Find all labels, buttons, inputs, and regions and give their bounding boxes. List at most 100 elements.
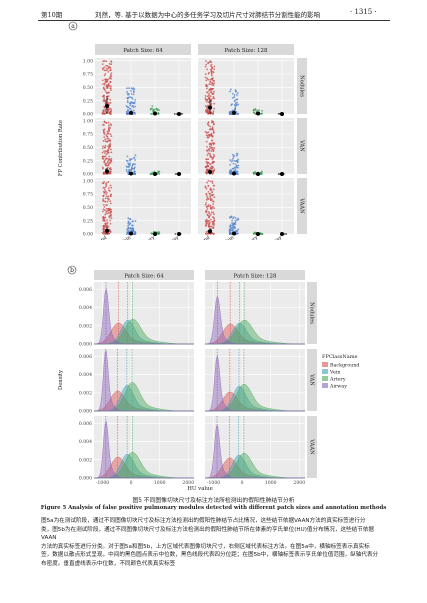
x-tick-label: Vein <box>222 235 235 240</box>
data-point <box>105 210 108 213</box>
data-point <box>207 113 210 115</box>
data-point <box>206 68 209 71</box>
data-point <box>110 151 113 154</box>
data-point <box>108 161 111 164</box>
x-tick-label: 1000 <box>154 480 166 486</box>
data-point <box>102 83 104 85</box>
data-point <box>149 108 152 111</box>
data-point <box>108 91 110 94</box>
data-point <box>232 153 234 156</box>
data-point <box>151 107 153 110</box>
data-point <box>205 222 208 224</box>
data-point <box>254 170 257 173</box>
data-point <box>209 98 212 101</box>
data-point <box>209 152 211 155</box>
data-point <box>130 87 133 90</box>
data-point <box>209 95 212 98</box>
data-point <box>207 158 210 161</box>
data-point <box>180 112 183 115</box>
facet-col-label: Patch Size: 64 <box>123 48 163 54</box>
data-point <box>235 159 238 162</box>
data-point <box>234 227 237 230</box>
data-point <box>213 107 216 110</box>
density-area-artery <box>205 319 306 345</box>
data-point <box>106 150 108 153</box>
data-point <box>232 216 235 219</box>
facet-strip-col <box>198 44 294 55</box>
data-point <box>101 113 104 115</box>
data-point <box>103 230 105 233</box>
data-point <box>134 233 137 235</box>
median-dot <box>280 112 284 116</box>
figure-5b-density-plot: b Patch Size: 64 Patch Size: 128 Nodules VAN… <box>58 265 359 492</box>
data-point <box>107 108 109 111</box>
median-dot <box>208 169 212 174</box>
data-point <box>204 95 207 97</box>
data-point <box>206 208 209 211</box>
data-point <box>103 96 106 99</box>
data-point <box>133 170 136 173</box>
data-point <box>110 217 113 220</box>
data-point <box>125 165 128 168</box>
y-tick-label: 0.25 <box>83 218 93 224</box>
data-point <box>208 211 210 213</box>
density-area-airway <box>93 420 194 479</box>
data-point <box>106 166 109 169</box>
data-point <box>132 109 135 112</box>
median-dot <box>129 231 133 236</box>
data-point <box>105 193 107 196</box>
data-point <box>232 225 235 228</box>
data-point <box>132 93 135 96</box>
data-point <box>208 71 211 74</box>
data-point <box>127 224 130 227</box>
data-point <box>108 112 111 115</box>
data-point <box>212 71 215 74</box>
data-point <box>209 145 211 148</box>
data-point <box>208 192 211 195</box>
data-point <box>237 164 240 167</box>
data-point <box>229 216 231 219</box>
data-point <box>174 233 177 235</box>
data-point <box>134 105 137 108</box>
data-point <box>103 186 106 189</box>
data-point <box>204 219 207 222</box>
data-point <box>105 207 108 210</box>
data-point <box>236 219 238 222</box>
data-point <box>108 215 111 218</box>
data-point <box>235 104 238 107</box>
data-point <box>102 140 105 142</box>
data-point <box>127 93 130 96</box>
data-point <box>110 75 113 78</box>
data-point <box>213 65 216 68</box>
data-point <box>109 219 112 222</box>
median-dot <box>280 232 284 236</box>
data-point <box>230 170 233 173</box>
facet-panel <box>198 178 294 234</box>
point-cloud-vein <box>125 87 137 115</box>
data-point <box>233 108 236 111</box>
y-tick-label: 0.25 <box>83 158 93 164</box>
data-point <box>105 195 108 198</box>
figure-caption-en: Figure 5 Analysis of false positive pulm… <box>40 505 387 511</box>
data-point <box>105 67 108 70</box>
data-point <box>107 199 110 201</box>
data-point <box>130 157 133 160</box>
data-point <box>209 189 212 191</box>
median-dot <box>256 172 260 176</box>
data-point <box>254 109 257 111</box>
data-point <box>109 200 112 203</box>
data-point <box>205 193 208 196</box>
data-point <box>207 165 210 167</box>
data-point <box>229 90 231 93</box>
data-point <box>107 147 110 150</box>
data-point <box>151 105 154 108</box>
y-tick-label: 0.75 <box>83 132 93 138</box>
data-point <box>208 143 211 146</box>
data-point <box>108 138 111 141</box>
data-point <box>131 224 134 227</box>
data-point <box>213 90 215 93</box>
median-dot <box>256 111 260 116</box>
data-point <box>254 112 257 115</box>
data-point <box>105 157 108 160</box>
data-point <box>232 162 235 165</box>
